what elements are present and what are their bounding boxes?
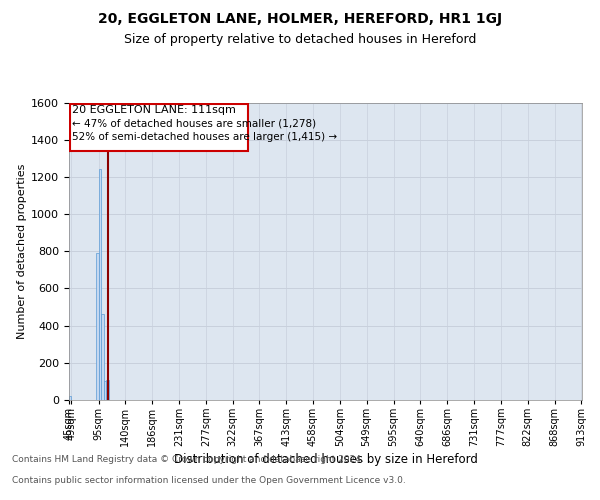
Bar [95, 253, 98, 400]
Bar [101, 314, 104, 400]
X-axis label: Distribution of detached houses by size in Hereford: Distribution of detached houses by size … [173, 454, 478, 466]
Text: Contains public sector information licensed under the Open Government Licence v3: Contains public sector information licen… [12, 476, 406, 485]
Bar [104, 382, 106, 400]
Bar [98, 170, 101, 400]
Text: Size of property relative to detached houses in Hereford: Size of property relative to detached ho… [124, 32, 476, 46]
FancyBboxPatch shape [70, 104, 248, 151]
Bar [69, 396, 71, 400]
Text: 20 EGGLETON LANE: 111sqm: 20 EGGLETON LANE: 111sqm [72, 106, 236, 116]
Text: ← 47% of detached houses are smaller (1,278): ← 47% of detached houses are smaller (1,… [72, 119, 316, 129]
Text: Contains HM Land Registry data © Crown copyright and database right 2024.: Contains HM Land Registry data © Crown c… [12, 455, 364, 464]
Text: 52% of semi-detached houses are larger (1,415) →: 52% of semi-detached houses are larger (… [72, 132, 337, 142]
Bar [106, 380, 109, 400]
Text: 20, EGGLETON LANE, HOLMER, HEREFORD, HR1 1GJ: 20, EGGLETON LANE, HOLMER, HEREFORD, HR1… [98, 12, 502, 26]
Y-axis label: Number of detached properties: Number of detached properties [17, 164, 27, 339]
